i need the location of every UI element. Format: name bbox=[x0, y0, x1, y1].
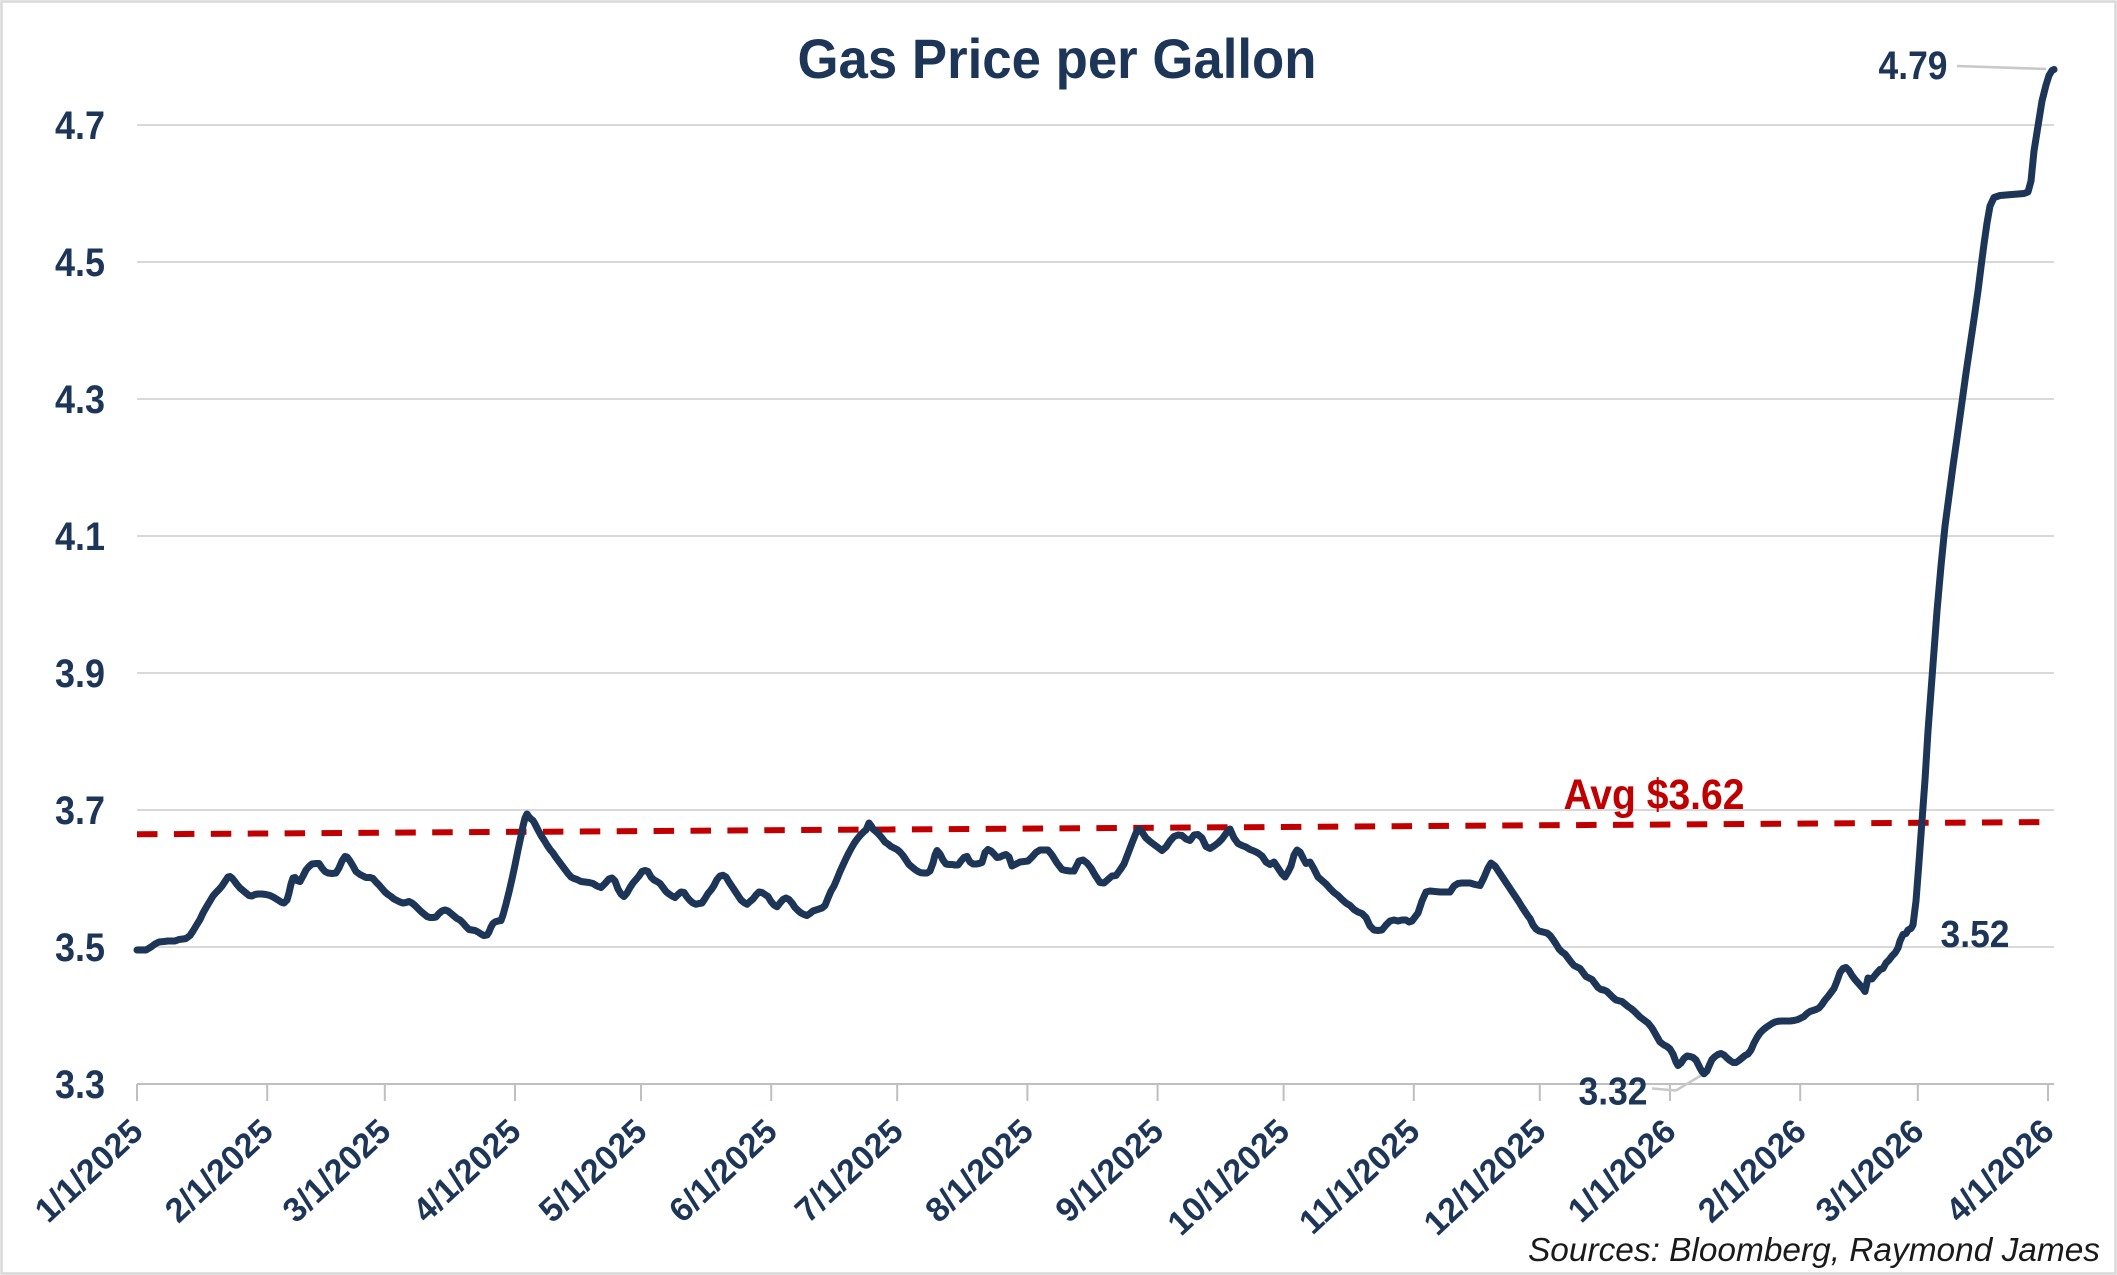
svg-text:4.79: 4.79 bbox=[1879, 44, 1948, 88]
svg-text:3.3: 3.3 bbox=[55, 1063, 105, 1107]
svg-text:4.1: 4.1 bbox=[55, 515, 105, 559]
svg-text:3.52: 3.52 bbox=[1941, 914, 2010, 956]
svg-text:3.9: 3.9 bbox=[55, 652, 105, 696]
svg-text:3.32: 3.32 bbox=[1579, 1071, 1648, 1114]
svg-text:Avg $3.62: Avg $3.62 bbox=[1564, 771, 1745, 819]
svg-text:4.3: 4.3 bbox=[55, 378, 105, 422]
svg-text:Sources: Bloomberg, Raymond Ja: Sources: Bloomberg, Raymond James bbox=[1528, 1231, 2100, 1268]
svg-text:Gas Price per Gallon: Gas Price per Gallon bbox=[798, 27, 1317, 90]
svg-text:3.7: 3.7 bbox=[55, 789, 105, 833]
svg-text:3.5: 3.5 bbox=[55, 926, 105, 970]
svg-text:4.7: 4.7 bbox=[55, 104, 105, 148]
svg-text:4.5: 4.5 bbox=[55, 241, 105, 285]
